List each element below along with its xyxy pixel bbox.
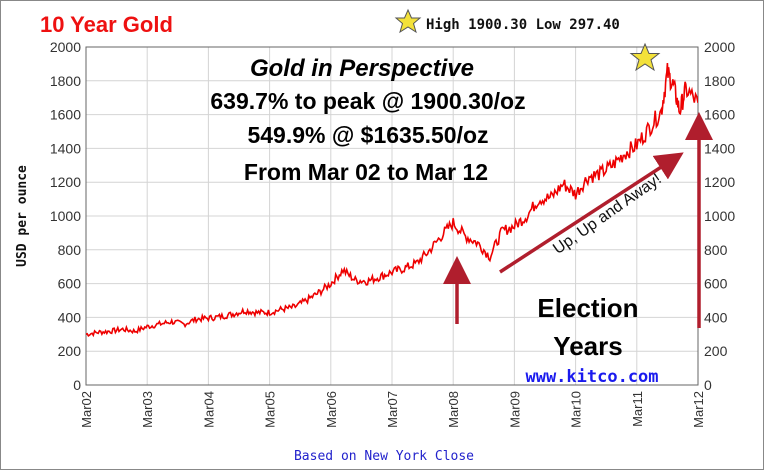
- x-tick-label: Mar11: [630, 391, 645, 427]
- chart-title: 10 Year Gold: [40, 12, 173, 37]
- y-tick-label-left: 0: [73, 377, 81, 393]
- y-tick-label-right: 1800: [704, 73, 735, 89]
- annotation-peak-percent: 639.7% to peak @ 1900.30/oz: [210, 88, 525, 114]
- y-axis-label: USD per ounce: [15, 165, 30, 267]
- y-tick-label-right: 1600: [704, 107, 735, 123]
- y-tick-label-right: 600: [704, 276, 728, 292]
- y-tick-label-left: 600: [58, 276, 82, 292]
- election-label-line1: Election: [537, 293, 638, 323]
- y-tick-label-right: 800: [704, 242, 728, 258]
- y-tick-label-right: 1200: [704, 174, 735, 190]
- y-tick-label-left: 1600: [50, 107, 81, 123]
- y-tick-label-right: 2000: [704, 39, 735, 55]
- election-label-line2: Years: [553, 331, 622, 361]
- x-tick-label: Mar05: [263, 391, 278, 428]
- y-tick-label-right: 1400: [704, 140, 735, 156]
- y-tick-label-left: 400: [58, 309, 82, 325]
- y-tick-label-right: 400: [704, 309, 728, 325]
- x-tick-label: Mar03: [140, 391, 155, 428]
- y-tick-label-right: 0: [704, 377, 712, 393]
- y-tick-label-right: 1000: [704, 208, 735, 224]
- y-tick-label-left: 200: [58, 343, 82, 359]
- y-tick-label-left: 1400: [50, 140, 81, 156]
- annotation-current-percent: 549.9% @ $1635.50/oz: [247, 122, 488, 148]
- y-tick-label-left: 1000: [50, 208, 81, 224]
- y-axis-left-ticks: 0 200 400 600 800 1000 1200 1400 1600 1800 2000: [50, 39, 81, 393]
- high-low-stats: High 1900.30 Low 297.40: [426, 17, 620, 33]
- gold-price-line: [86, 62, 698, 338]
- x-tick-label: Mar09: [507, 391, 522, 428]
- x-tick-label: Mar04: [201, 391, 216, 428]
- peak-star-icon: [629, 42, 661, 72]
- x-tick-label: Mar10: [569, 391, 584, 428]
- x-tick-label: Mar06: [324, 391, 339, 428]
- source-note: Based on New York Close: [294, 449, 474, 464]
- y-tick-label-left: 800: [58, 242, 82, 258]
- kitco-watermark: www.kitco.com: [525, 367, 658, 387]
- y-tick-label-left: 2000: [50, 39, 81, 55]
- star-icon: [394, 8, 422, 34]
- x-tick-label: Mar02: [79, 391, 94, 428]
- y-tick-label-left: 1200: [50, 174, 81, 190]
- x-tick-label: Mar08: [446, 391, 461, 428]
- x-tick-label: Mar07: [385, 391, 400, 428]
- annotation-heading: Gold in Perspective: [250, 55, 474, 82]
- y-tick-label-left: 1800: [50, 73, 81, 89]
- up-trend-arrow: [499, 152, 684, 274]
- x-tick-label: Mar12: [691, 391, 706, 428]
- y-tick-label-right: 200: [704, 343, 728, 359]
- x-axis-ticks: Mar02 Mar03 Mar04 Mar05 Mar06 Mar07 Mar08 Mar09…: [79, 391, 706, 428]
- annotation-date-range: From Mar 02 to Mar 12: [244, 159, 488, 185]
- y-axis-right-ticks: 0 200 400 600 800 1000 1200 1400 1600 1800 2000: [704, 39, 735, 393]
